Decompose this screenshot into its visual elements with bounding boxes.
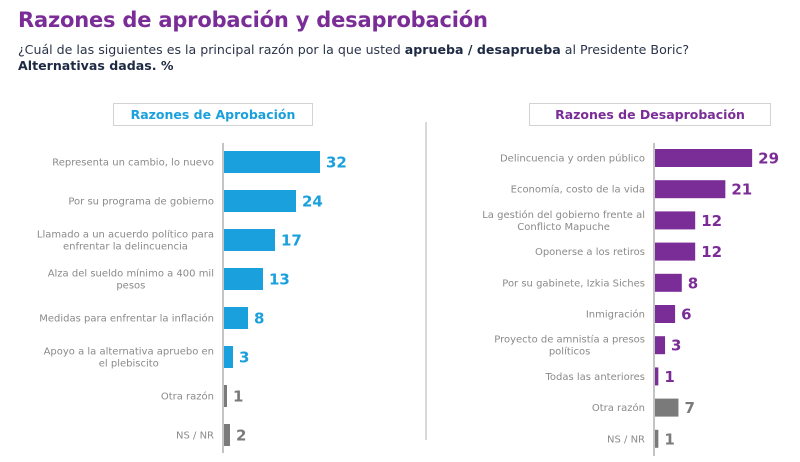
approval-bar xyxy=(224,268,263,290)
approval-bar xyxy=(224,307,248,329)
disapproval-value-label: 12 xyxy=(701,243,722,261)
disapproval-category-label: políticos xyxy=(549,346,591,358)
approval-value-label: 24 xyxy=(302,193,323,211)
disapproval-bar xyxy=(655,429,659,448)
page-title: Razones de aprobación y desaprobación xyxy=(18,8,488,32)
approval-bar xyxy=(224,151,320,173)
approval-value-label: 13 xyxy=(269,271,290,289)
approval-category-label: el plebiscito xyxy=(99,359,159,370)
approval-category-label: Medidas para enfrentar la inflación xyxy=(39,313,214,325)
approval-category-label: Por su programa de gobierno xyxy=(68,197,214,208)
approval-bar xyxy=(224,385,227,407)
approval-value-label: 17 xyxy=(281,232,302,250)
disapproval-bar xyxy=(655,180,726,199)
approval-value-label: 32 xyxy=(326,154,347,172)
approval-category-label: Alza del sueldo mínimo a 400 mil xyxy=(48,268,214,280)
disapproval-category-label: Delincuencia y orden público xyxy=(500,153,645,165)
disapproval-bar xyxy=(655,273,682,292)
approval-category-label: enfrentar la delincuencia xyxy=(63,242,188,253)
subtitle-text-start: ¿Cuál de las siguientes es la principal … xyxy=(18,42,405,57)
disapproval-value-label: 1 xyxy=(664,430,674,448)
approval-category-label: NS / NR xyxy=(176,431,214,442)
disapproval-bar xyxy=(655,149,753,167)
disapproval-bar xyxy=(655,305,676,323)
approval-category-label: Llamado a un acuerdo político para xyxy=(37,229,214,241)
approval-chart-title: Razones de Aprobación xyxy=(113,103,313,126)
disapproval-category-label: Otra razón xyxy=(592,402,645,414)
approval-value-label: 2 xyxy=(236,427,246,445)
approval-bar xyxy=(224,190,296,212)
approval-value-label: 1 xyxy=(233,388,243,406)
approval-category-label: Otra razón xyxy=(161,391,214,403)
disapproval-value-label: 6 xyxy=(681,306,691,324)
approval-bar xyxy=(224,346,233,368)
disapproval-bar xyxy=(655,367,659,386)
disapproval-value-label: 29 xyxy=(758,150,779,168)
panel-divider xyxy=(425,122,427,440)
disapproval-category-label: La gestión del gobierno frente al xyxy=(482,209,645,221)
disapproval-category-label: Todas las anteriores xyxy=(545,372,646,383)
approval-value-label: 3 xyxy=(239,349,249,367)
disapproval-bar xyxy=(655,336,666,355)
disapproval-category-label: NS / NR xyxy=(607,434,645,445)
approval-category-label: Apoyo a la alternativa apruebo en xyxy=(44,347,214,358)
disapproval-value-label: 21 xyxy=(731,181,752,199)
disapproval-category-label: Oponerse a los retiros xyxy=(535,247,645,258)
disapproval-value-label: 3 xyxy=(671,337,681,355)
disapproval-value-label: 8 xyxy=(688,274,698,292)
disapproval-value-label: 12 xyxy=(701,212,722,230)
approval-value-label: 8 xyxy=(254,310,264,328)
approval-category-label: Representa un cambio, lo nuevo xyxy=(52,158,214,169)
disapproval-bar xyxy=(655,242,696,261)
page-subtitle: ¿Cuál de las siguientes es la principal … xyxy=(18,42,798,74)
disapproval-category-label: Conflicto Mapuche xyxy=(517,222,610,233)
disapproval-category-label: Inmigración xyxy=(586,309,645,321)
subtitle-text-end: al Presidente Boric? xyxy=(560,42,690,57)
subtitle-note: Alternativas dadas. % xyxy=(18,58,174,73)
disapproval-category-label: Por su gabinete, Izkia Siches xyxy=(502,278,645,289)
disapproval-bar xyxy=(655,398,679,417)
subtitle-emphasis: aprueba / desaprueba xyxy=(404,42,561,57)
disapproval-chart-title: Razones de Desaprobación xyxy=(529,103,771,126)
approval-bar xyxy=(224,229,275,251)
disapproval-value-label: 7 xyxy=(684,399,694,417)
disapproval-value-label: 1 xyxy=(664,368,674,386)
approval-bar xyxy=(224,424,230,446)
disapproval-bar xyxy=(655,211,696,230)
approval-category-label: pesos xyxy=(116,281,145,292)
disapproval-category-label: Proyecto de amnistía a presos xyxy=(494,334,645,346)
disapproval-category-label: Economía, costo de la vida xyxy=(511,184,645,196)
